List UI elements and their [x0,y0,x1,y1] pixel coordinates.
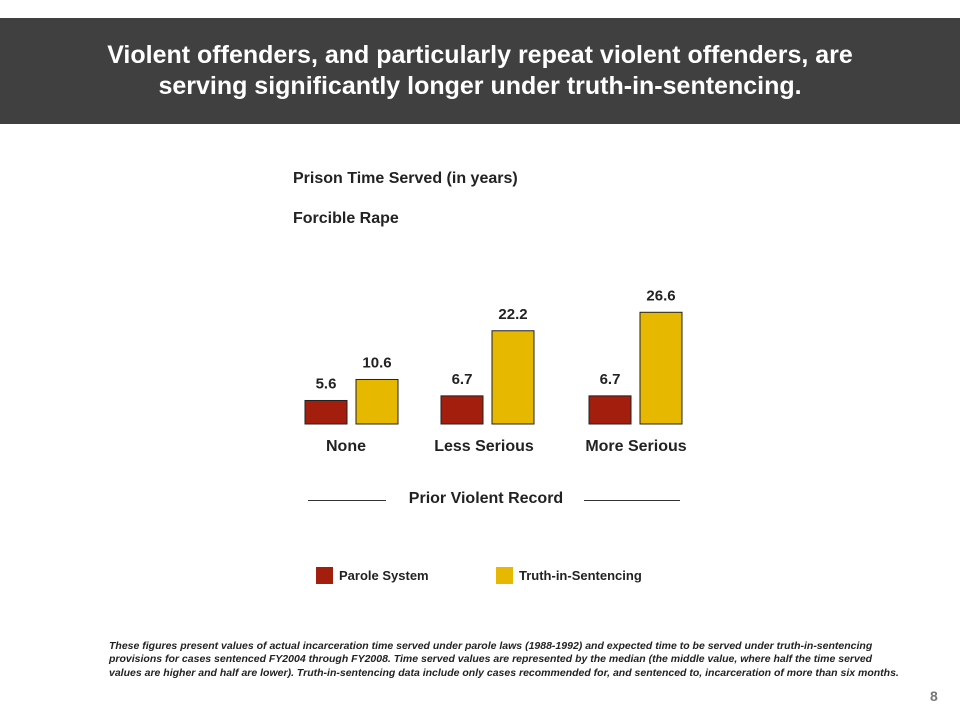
footnote: These figures present values of actual i… [109,640,899,679]
bar-tis-2 [639,311,683,425]
bar-tis-0 [355,378,399,425]
data-label-parole-2: 6.7 [600,371,621,388]
x-axis-title-group: Prior Violent Record [300,490,690,512]
legend: Parole System Truth-in-Sentencing [316,566,716,586]
chart-title: Prison Time Served (in years) [293,170,518,187]
legend-item-tis: Truth-in-Sentencing [496,566,642,584]
legend-label-parole: Parole System [339,567,429,583]
slide-title: Violent offenders, and particularly repe… [107,41,853,100]
page-number: 8 [930,688,938,704]
bar-parole-0 [304,399,348,425]
data-label-parole-1: 6.7 [452,371,473,388]
category-label-0: None [326,438,366,455]
legend-swatch-tis [496,566,513,584]
title-bar: Violent offenders, and particularly repe… [0,18,960,124]
category-label-2: More Serious [585,438,686,455]
data-label-tis-2: 26.6 [646,287,675,304]
axis-title-rule-right [584,500,680,501]
data-label-tis-1: 22.2 [498,306,527,323]
chart-subtitle: Forcible Rape [293,210,399,227]
x-axis-label: Prior Violent Record [408,490,564,507]
data-label-parole-0: 5.6 [316,375,337,392]
category-label-1: Less Serious [434,438,534,455]
bar-tis-1 [491,330,535,425]
axis-title-rule-left [308,500,386,501]
legend-swatch-parole [316,566,333,584]
legend-item-parole: Parole System [316,566,429,584]
data-label-tis-0: 10.6 [362,354,391,371]
legend-label-tis: Truth-in-Sentencing [519,567,642,583]
bar-parole-1 [440,395,484,425]
bar-parole-2 [588,395,632,425]
